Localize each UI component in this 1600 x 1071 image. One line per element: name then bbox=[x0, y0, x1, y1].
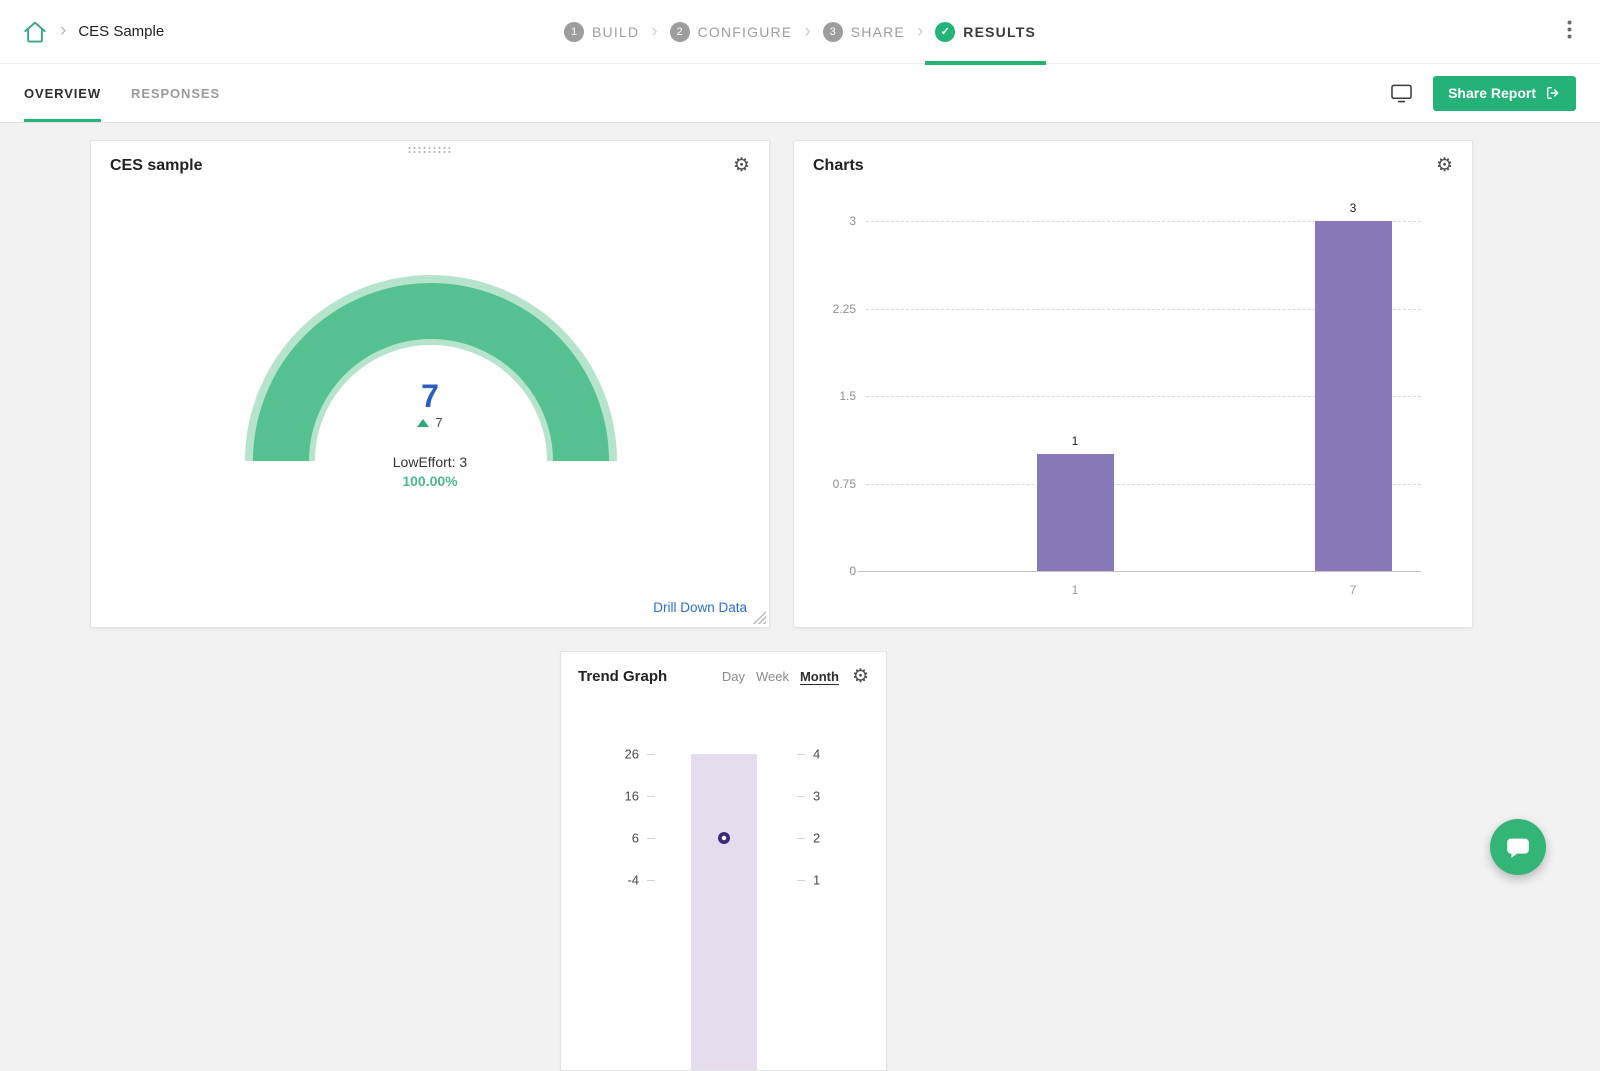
trend-count-bar[interactable] bbox=[691, 754, 757, 1070]
toggle-week[interactable]: Week bbox=[755, 669, 789, 684]
right-axis-tick-label: 3 bbox=[813, 788, 821, 804]
workflow-stepper: 1 BUILD › 2 CONFIGURE › 3 SHARE › ✓ RESU… bbox=[564, 0, 1046, 65]
y-tick-label: 2.25 bbox=[832, 301, 856, 316]
gear-icon[interactable]: ⚙ bbox=[732, 155, 750, 176]
right-axis-tick bbox=[797, 754, 805, 755]
step-share-number: 3 bbox=[822, 21, 843, 42]
home-icon[interactable] bbox=[22, 19, 48, 45]
step-share-label: SHARE bbox=[850, 23, 905, 40]
step-share[interactable]: 3 SHARE bbox=[822, 0, 905, 63]
left-axis-tick-label: 16 bbox=[624, 788, 639, 804]
presentation-monitor-icon[interactable] bbox=[1390, 83, 1413, 103]
left-axis-tick bbox=[647, 754, 655, 755]
y-tick-label: 0 bbox=[849, 564, 856, 578]
ces-gauge-chart bbox=[245, 275, 617, 461]
gridline bbox=[866, 396, 1421, 397]
breadcrumb-title: CES Sample bbox=[78, 23, 165, 40]
breadcrumb: › CES Sample bbox=[22, 19, 164, 45]
drill-down-data-link[interactable]: Drill Down Data bbox=[653, 600, 747, 615]
step-build[interactable]: 1 BUILD bbox=[564, 0, 639, 63]
tab-bar: OVERVIEW RESPONSES Share Report bbox=[0, 64, 1600, 123]
charts-card: Charts ⚙ 0 0.75 1.5 2.25 3 1 1 3 7 bbox=[793, 140, 1473, 628]
left-axis-tick bbox=[647, 796, 655, 797]
step-configure-label: CONFIGURE bbox=[697, 23, 793, 40]
step-configure-number: 2 bbox=[669, 21, 690, 42]
chevron-right-icon: › bbox=[916, 20, 924, 42]
gauge-card-title: CES sample bbox=[110, 156, 203, 174]
bar-value-label: 3 bbox=[1349, 201, 1357, 215]
period-toggle-group: Day Week Month bbox=[722, 669, 839, 684]
right-axis-tick-label: 4 bbox=[813, 746, 821, 762]
right-axis-tick bbox=[797, 796, 805, 797]
bar-chart-plot: 0 0.75 1.5 2.25 3 1 1 3 7 bbox=[833, 201, 1421, 597]
top-bar: › CES Sample 1 BUILD › 2 CONFIGURE › 3 S… bbox=[0, 0, 1600, 65]
delta-up-icon bbox=[417, 418, 430, 427]
trend-plot: 26 4 16 3 6 2 -4 1 bbox=[561, 722, 886, 1070]
trend-score-dot[interactable] bbox=[718, 832, 730, 844]
gridline bbox=[866, 308, 1421, 310]
share-report-button[interactable]: Share Report bbox=[1433, 75, 1576, 111]
gauge-delta-value: 7 bbox=[435, 415, 443, 430]
chevron-right-icon: › bbox=[651, 20, 658, 42]
gridline bbox=[866, 221, 1421, 222]
step-results[interactable]: ✓ RESULTS bbox=[925, 0, 1046, 65]
bar-category-1[interactable] bbox=[1036, 454, 1114, 571]
step-results-label: RESULTS bbox=[963, 23, 1036, 40]
x-tick-label: 1 bbox=[1071, 583, 1079, 597]
step-build-label: BUILD bbox=[592, 23, 640, 40]
chat-bubble-icon bbox=[1503, 832, 1533, 862]
share-report-label: Share Report bbox=[1448, 85, 1536, 101]
gauge-segment-label: LowEffort: 3 bbox=[392, 454, 468, 470]
gauge-segment-percent: 100.00% bbox=[402, 473, 458, 489]
resize-handle[interactable] bbox=[753, 611, 766, 624]
gauge-delta: 7 bbox=[91, 415, 769, 430]
right-axis-tick bbox=[797, 880, 805, 881]
chat-launcher-button[interactable] bbox=[1490, 819, 1546, 875]
left-axis-tick-label: 6 bbox=[631, 830, 639, 846]
left-axis-tick-label: -4 bbox=[627, 872, 639, 888]
trend-card-title: Trend Graph bbox=[578, 668, 668, 685]
chevron-right-icon: › bbox=[804, 20, 811, 42]
gridline bbox=[866, 483, 1421, 485]
export-icon bbox=[1545, 85, 1561, 101]
gear-icon[interactable]: ⚙ bbox=[1435, 155, 1453, 176]
y-tick-label: 0.75 bbox=[832, 476, 856, 491]
toggle-month[interactable]: Month bbox=[799, 669, 839, 684]
y-tick-label: 1.5 bbox=[839, 389, 856, 403]
left-axis-tick bbox=[647, 838, 655, 839]
toggle-day[interactable]: Day bbox=[721, 669, 745, 684]
step-configure[interactable]: 2 CONFIGURE bbox=[669, 0, 793, 63]
chevron-right-icon: › bbox=[60, 19, 67, 41]
left-axis-tick bbox=[647, 880, 655, 881]
left-axis-tick-label: 26 bbox=[624, 746, 639, 762]
kebab-menu-icon[interactable] bbox=[1561, 16, 1578, 48]
tab-responses[interactable]: RESPONSES bbox=[131, 85, 221, 101]
gauge-center-readout: 7 7 LowEffort: 3 100.00% bbox=[91, 379, 769, 489]
x-tick-label: 7 bbox=[1349, 583, 1357, 597]
bar-category-7[interactable] bbox=[1314, 221, 1392, 571]
gear-icon[interactable]: ⚙ bbox=[851, 666, 869, 687]
step-build-number: 1 bbox=[564, 21, 585, 42]
x-axis-line bbox=[858, 571, 1421, 572]
ces-gauge-card: CES sample ⚙ 7 7 LowEffort: 3 100.00% Dr… bbox=[90, 140, 770, 628]
charts-card-title: Charts bbox=[813, 156, 864, 174]
right-axis-tick-label: 2 bbox=[813, 830, 821, 846]
drag-handle[interactable] bbox=[407, 146, 453, 154]
gauge-value: 7 bbox=[421, 378, 439, 414]
tab-overview[interactable]: OVERVIEW bbox=[24, 64, 102, 122]
dashboard-canvas: CES sample ⚙ 7 7 LowEffort: 3 100.00% Dr… bbox=[0, 124, 1600, 1071]
trend-graph-card: Trend Graph Day Week Month ⚙ 26 4 16 3 6 2 -4 1 bbox=[560, 651, 887, 1071]
right-axis-tick-label: 1 bbox=[813, 872, 821, 888]
right-axis-tick bbox=[797, 838, 805, 839]
check-circle-icon: ✓ bbox=[935, 21, 956, 42]
y-tick-label: 3 bbox=[849, 214, 856, 228]
bar-value-label: 1 bbox=[1071, 434, 1079, 449]
